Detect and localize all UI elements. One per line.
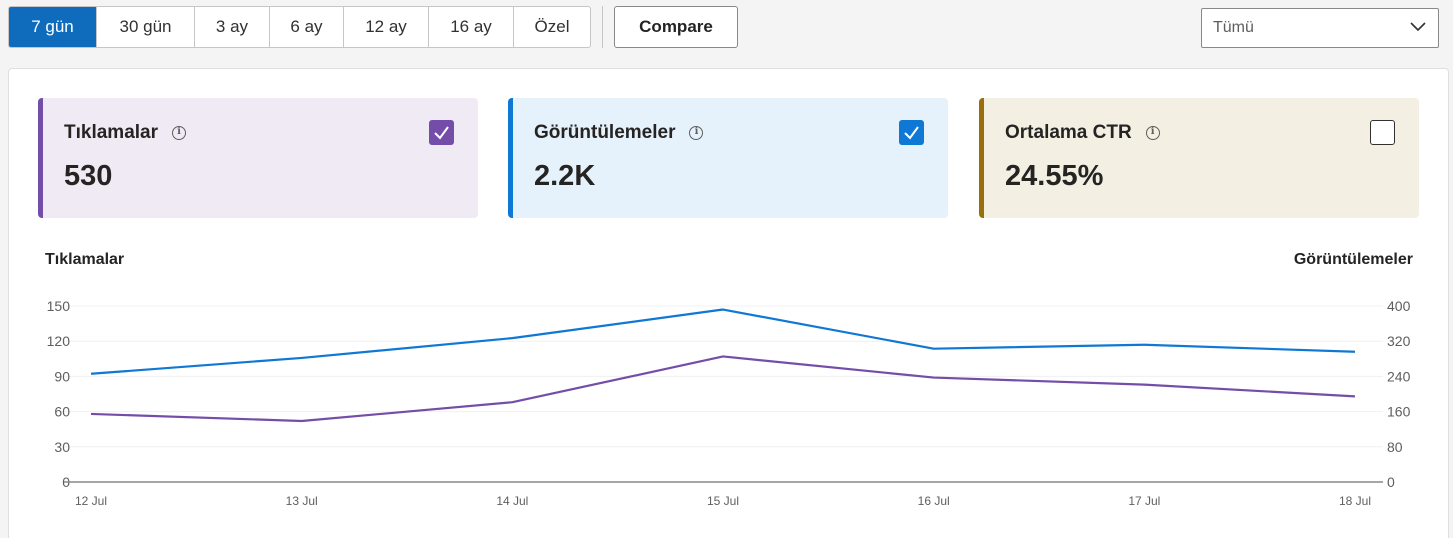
metric-accent-bar bbox=[508, 98, 513, 218]
checkbox-unchecked-icon[interactable] bbox=[1370, 120, 1395, 145]
range-tab-3[interactable]: 6 ay bbox=[270, 7, 344, 47]
series-line-clicks bbox=[90, 355, 1356, 423]
metric-value: 530 bbox=[64, 160, 113, 192]
chevron-down-icon bbox=[1410, 22, 1426, 32]
filter-dropdown[interactable]: Tümü bbox=[1201, 8, 1439, 48]
info-icon[interactable] bbox=[172, 126, 186, 140]
checkbox-checked-icon[interactable] bbox=[899, 120, 924, 145]
x-axis-tick: 15 Jul bbox=[707, 494, 739, 508]
x-axis-tick: 18 Jul bbox=[1339, 494, 1371, 508]
right-axis-tick: 240 bbox=[1387, 368, 1411, 384]
left-axis-tick: 30 bbox=[54, 439, 70, 455]
left-axis-tick: 60 bbox=[54, 404, 70, 420]
metric-accent-bar bbox=[979, 98, 984, 218]
left-axis-tick: 150 bbox=[47, 298, 71, 314]
x-axis-tick: 16 Jul bbox=[918, 494, 950, 508]
right-axis-title: Görüntülemeler bbox=[1293, 251, 1413, 268]
left-axis-tick: 90 bbox=[54, 368, 70, 384]
range-tab-6[interactable]: Özel bbox=[534, 17, 570, 36]
x-axis-tick: 14 Jul bbox=[496, 494, 528, 508]
metric-value: 24.55% bbox=[1005, 160, 1104, 192]
range-tab-1[interactable]: 30 gün bbox=[97, 7, 195, 47]
metric-value: 2.2K bbox=[534, 160, 596, 192]
range-tab-4[interactable]: 12 ay bbox=[344, 7, 429, 47]
checkbox-checked-icon[interactable] bbox=[429, 120, 454, 145]
range-tab-5[interactable]: 16 ay bbox=[429, 7, 514, 47]
metric-name: Tıklamalar bbox=[64, 122, 158, 143]
info-icon[interactable] bbox=[1145, 126, 1160, 140]
left-axis-tick: 120 bbox=[47, 333, 71, 349]
compare-button[interactable]: Compare bbox=[614, 6, 738, 48]
range-tab-0[interactable]: 7 gün bbox=[9, 7, 97, 47]
right-axis-tick: 400 bbox=[1387, 298, 1411, 314]
right-axis-tick: 160 bbox=[1387, 404, 1411, 420]
right-axis-tick: 80 bbox=[1387, 439, 1403, 455]
x-axis-tick: 17 Jul bbox=[1128, 494, 1160, 508]
x-axis-tick: 12 Jul bbox=[75, 494, 107, 508]
metric-name: Görüntülemeler bbox=[534, 122, 676, 143]
metric-name: Ortalama CTR bbox=[1005, 122, 1132, 143]
right-axis-tick: 320 bbox=[1387, 333, 1411, 349]
metric-card-0[interactable]: Tıklamalar 530 bbox=[38, 98, 478, 218]
metric-card-2[interactable]: Ortalama CTR 24.55% bbox=[979, 98, 1419, 218]
info-icon[interactable] bbox=[689, 126, 704, 140]
x-axis-tick: 13 Jul bbox=[286, 494, 318, 508]
right-axis-tick: 0 bbox=[1387, 474, 1395, 490]
series-line-impressions bbox=[90, 308, 1356, 375]
metric-card-1[interactable]: Görüntülemeler 2.2K bbox=[508, 98, 948, 218]
left-axis-title: Tıklamalar bbox=[45, 251, 125, 268]
metric-accent-bar bbox=[38, 98, 43, 218]
range-tab-2[interactable]: 3 ay bbox=[195, 7, 270, 47]
filter-selected-value: Tümü bbox=[1213, 19, 1254, 36]
toolbar-divider bbox=[602, 6, 603, 48]
date-range-selector: 7 gün 30 gün 3 ay 6 ay 12 ay 16 ay Özel bbox=[8, 6, 591, 48]
